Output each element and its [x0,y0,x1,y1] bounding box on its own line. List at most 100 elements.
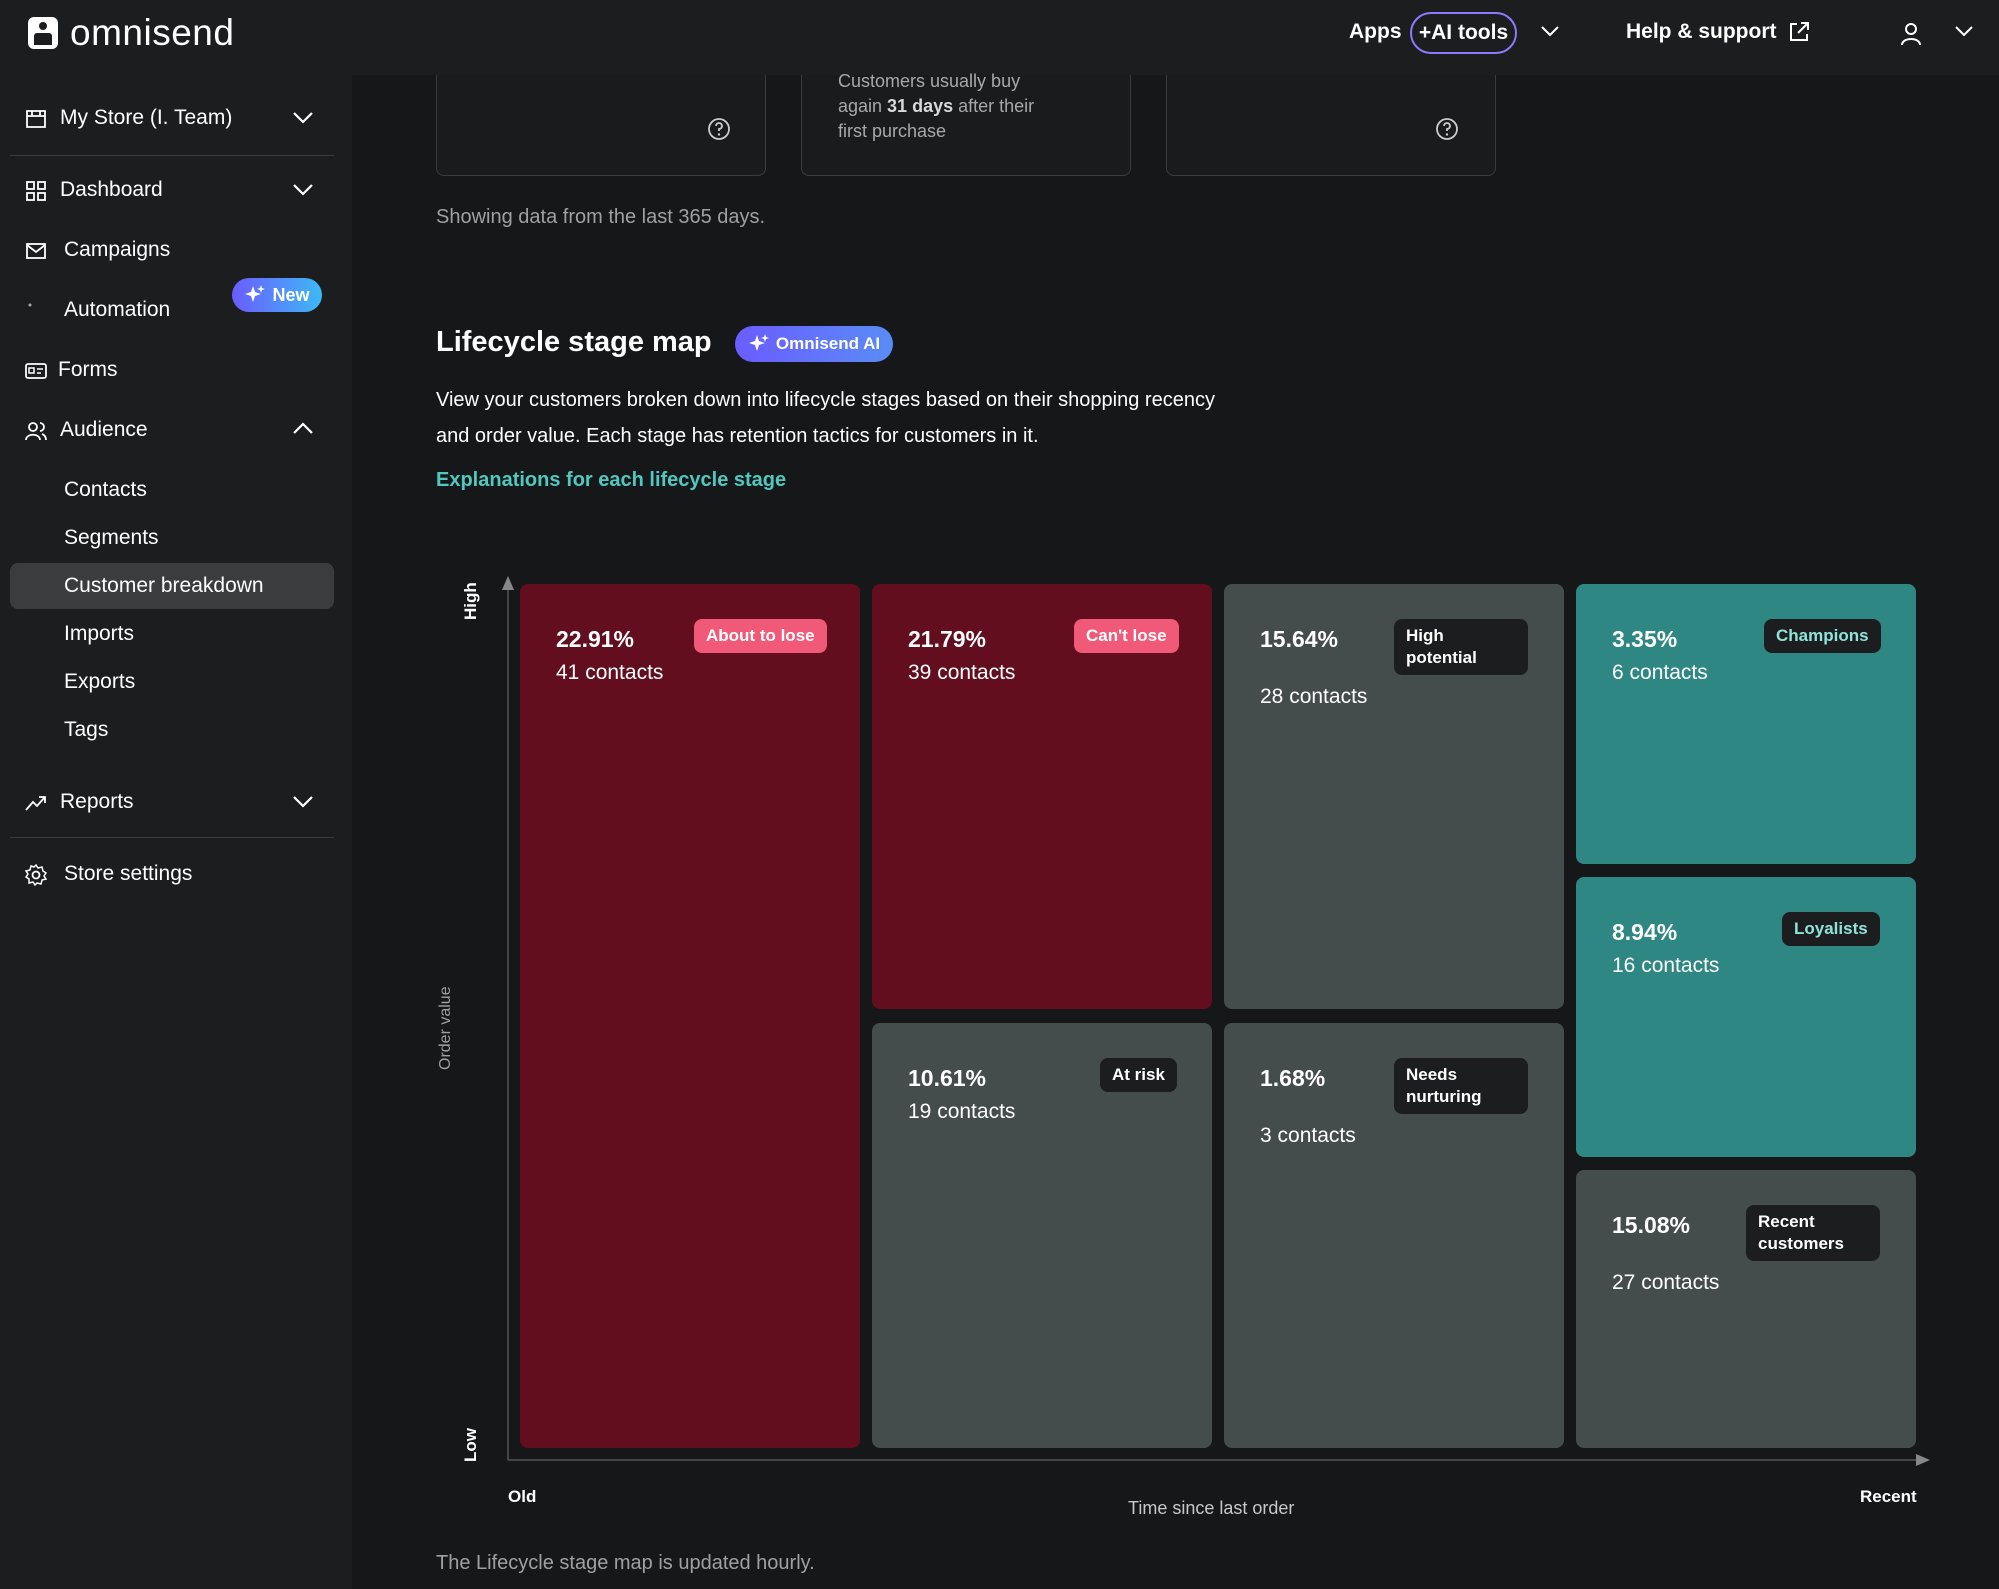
chevron-down-icon [293,184,313,196]
sidebar-divider [10,155,334,156]
stage-tag: Loyalists [1782,912,1880,946]
automation-icon [28,303,32,307]
sidebar-item-contacts[interactable]: Contacts [64,478,147,501]
ai-badge-label: Omnisend AI [775,334,881,353]
section-title: Lifecycle stage map [436,326,712,358]
sidebar-item-dashboard[interactable]: Dashboard [0,167,352,213]
apps-menu[interactable]: Apps [1349,20,1402,43]
sidebar-item-label: Store settings [64,862,193,885]
sidebar-item-segments[interactable]: Segments [64,526,159,549]
stage-percent: 8.94% [1612,919,1678,945]
trend-icon [25,796,46,811]
sidebar-item-store-settings[interactable]: Store settings [0,851,352,897]
x-axis-title: Time since last order [1128,1498,1295,1518]
repurchase-text: Customers usually buy again 31 days afte… [838,69,1078,144]
stage-contacts: 6 contacts [1612,661,1708,684]
sidebar-item-campaigns[interactable]: Campaigns [0,227,352,273]
stage-tile-champions[interactable]: 3.35% 6 contacts Champions [1576,584,1916,864]
ai-tools-button[interactable]: +AI tools [1410,12,1517,54]
stage-contacts: 3 contacts [1260,1124,1356,1147]
stage-contacts: 28 contacts [1260,685,1368,708]
stat-card: Customers usually buy again 31 days afte… [801,71,1131,176]
omnisend-ai-badge[interactable]: Omnisend AI [735,326,893,362]
sidebar-item-audience[interactable]: Audience [0,407,352,453]
audience-icon [25,422,47,441]
stage-contacts: 16 contacts [1612,954,1720,977]
logo-text: omnisend [70,12,235,53]
sidebar: My Store (I. Team) Dashboard Campaigns A… [0,75,352,1589]
chevron-up-icon [293,422,313,434]
card-text-line: first purchase [838,121,947,141]
user-icon[interactable] [1899,21,1923,47]
stage-tile-cant-lose[interactable]: 21.79% 39 contacts Can't lose [872,584,1212,1009]
chevron-down-icon [293,112,313,124]
stage-percent: 15.64% [1260,626,1339,652]
forms-icon [25,363,47,379]
mail-icon [26,243,46,259]
repurchase-days: 31 days [887,96,954,116]
help-circle-icon[interactable] [1435,117,1459,141]
section-description: View your customers broken down into lif… [436,389,1215,447]
sidebar-item-exports[interactable]: Exports [64,670,136,693]
gear-icon [24,863,48,887]
stage-tag: At risk [1100,1058,1177,1092]
new-badge: New [232,278,322,312]
sidebar-item-label: Dashboard [60,178,163,201]
stage-tile-loyalists[interactable]: 8.94% 16 contacts Loyalists [1576,877,1916,1157]
stage-contacts: 41 contacts [556,661,664,684]
chevron-down-icon [293,796,313,808]
dashboard-icon [26,181,46,201]
sidebar-item-label: Campaigns [64,238,171,261]
stage-tag: High potential [1394,619,1528,675]
omnisend-logo[interactable]: omnisend [28,12,234,54]
help-circle-icon[interactable] [707,117,731,141]
sidebar-item-tags[interactable]: Tags [64,718,109,741]
lifecycle-explanations-link[interactable]: Explanations for each lifecycle stage [436,469,787,491]
stage-percent: 15.08% [1612,1212,1691,1238]
stage-tile-about-to-lose[interactable]: 22.91% 41 contacts About to lose [520,584,860,1448]
x-axis-recent-label: Recent [1860,1487,1917,1506]
stage-tag: Needs nurturing [1394,1058,1528,1114]
card-text-part: after their [953,96,1035,116]
help-support-link[interactable]: Help & support [1626,20,1811,44]
stat-card [1166,75,1496,176]
top-bar: omnisend Apps +AI tools Help & support [0,0,1999,75]
stage-percent: 3.35% [1612,626,1678,652]
card-text-line: Customers usually buy [838,71,1021,91]
update-frequency-note: The Lifecycle stage map is updated hourl… [436,1552,815,1574]
stage-percent: 10.61% [908,1065,987,1091]
external-link-icon [1789,22,1809,41]
stage-tile-recent-customers[interactable]: 15.08% 27 contacts Recent customers [1576,1170,1916,1448]
sidebar-item-label: Audience [60,418,148,441]
stat-card [436,75,766,176]
sparkle-icon [748,334,769,351]
chevron-down-icon[interactable] [1954,24,1974,38]
stage-tile-at-risk[interactable]: 10.61% 19 contacts At risk [872,1023,1212,1448]
sidebar-item-forms[interactable]: Forms [0,347,352,393]
new-badge-label: New [272,284,310,305]
sidebar-item-reports[interactable]: Reports [0,779,352,825]
sidebar-item-customer-breakdown[interactable]: Customer breakdown [10,563,334,609]
card-text-part: again [838,96,888,116]
stage-tile-high-potential[interactable]: 15.64% 28 contacts High potential [1224,584,1564,1009]
stage-percent: 22.91% [556,626,635,652]
x-axis-old-label: Old [508,1487,537,1506]
store-icon [26,110,46,128]
stage-tile-needs-nurturing[interactable]: 1.68% 3 contacts Needs nurturing [1224,1023,1564,1448]
sidebar-divider [10,837,334,838]
stage-contacts: 39 contacts [908,661,1016,684]
stage-percent: 1.68% [1260,1065,1326,1091]
sidebar-item-imports[interactable]: Imports [64,622,135,645]
y-axis-high-label: High [461,582,480,620]
sidebar-item-automation[interactable]: Automation [0,287,352,333]
store-selector[interactable]: My Store (I. Team) [0,95,352,141]
sidebar-item-label: Automation [64,298,171,321]
stage-tag: Can't lose [1074,619,1179,653]
sidebar-item-label: Forms [58,358,118,381]
stage-tag: Recent customers [1746,1205,1880,1261]
chevron-down-icon[interactable] [1540,24,1560,38]
y-axis-low-label: Low [461,1428,480,1462]
data-range-note: Showing data from the last 365 days. [436,206,766,228]
store-name: My Store (I. Team) [60,106,233,129]
